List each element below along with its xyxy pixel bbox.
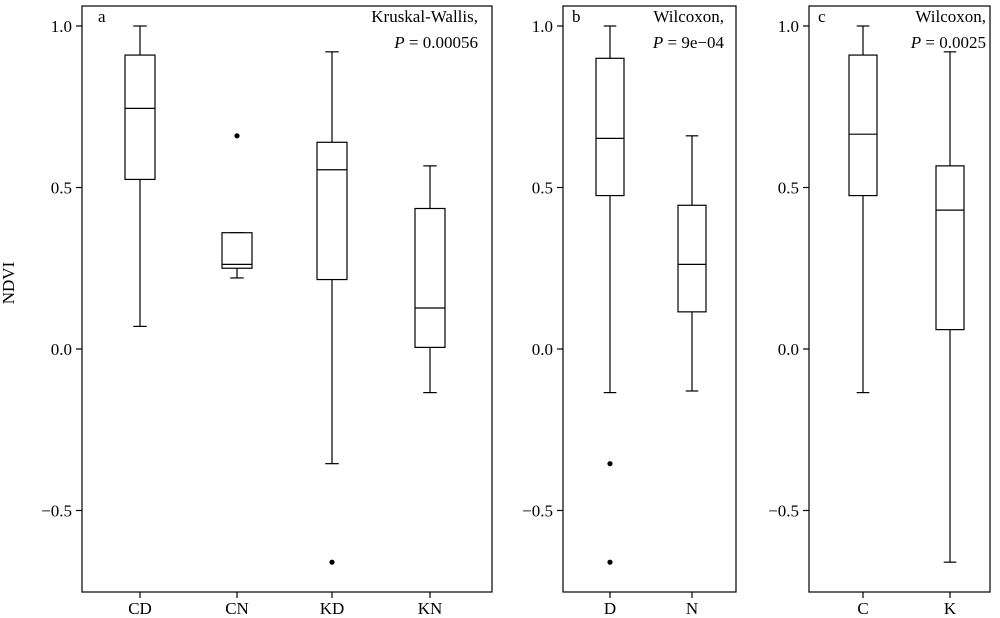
box-KD bbox=[316, 51, 348, 565]
category-label: D bbox=[604, 599, 616, 618]
y-tick-label: 1.0 bbox=[532, 17, 553, 36]
category-label: N bbox=[686, 599, 698, 618]
category-label: K bbox=[944, 599, 957, 618]
iqr-box bbox=[677, 204, 707, 313]
box-CN bbox=[221, 133, 253, 279]
test-name-label: Wilcoxon, bbox=[653, 7, 724, 26]
y-axis-label: NDVI bbox=[0, 261, 18, 304]
category-label: KN bbox=[418, 599, 443, 618]
box-C bbox=[848, 25, 878, 394]
category-label: KD bbox=[320, 599, 345, 618]
iqr-box bbox=[935, 165, 965, 331]
category-label: CD bbox=[128, 599, 152, 618]
outlier-point bbox=[607, 559, 613, 565]
iqr-box bbox=[595, 57, 625, 197]
outlier-point bbox=[607, 461, 613, 467]
panels: −0.5 0.0 0.5 1.0 a Kruskal-Wallis, P = 0.00056… bbox=[41, 5, 991, 618]
y-tick-label: 0.5 bbox=[51, 179, 72, 198]
iqr-box bbox=[316, 141, 348, 281]
panel-letter: b bbox=[572, 7, 581, 26]
p-value-label: P = 0.00056 bbox=[393, 33, 478, 52]
iqr-box bbox=[414, 207, 446, 348]
plot-frame bbox=[808, 5, 991, 593]
category-label: C bbox=[857, 599, 868, 618]
y-tick-label: 1.0 bbox=[51, 17, 72, 36]
y-tick-label: −0.5 bbox=[41, 502, 72, 521]
box-D bbox=[595, 25, 625, 565]
test-name-label: Kruskal-Wallis, bbox=[371, 7, 478, 26]
y-tick-label: 0.0 bbox=[778, 340, 799, 359]
p-value-label: P = 0.0025 bbox=[910, 33, 986, 52]
box-CD bbox=[124, 25, 156, 327]
y-tick-label: 0.5 bbox=[778, 179, 799, 198]
y-tick-label: 0.0 bbox=[532, 340, 553, 359]
plot-frame bbox=[81, 5, 493, 593]
y-tick-label: 0.5 bbox=[532, 179, 553, 198]
iqr-box bbox=[221, 232, 253, 269]
box-KN bbox=[414, 165, 446, 394]
y-tick-label: −0.5 bbox=[768, 502, 799, 521]
y-tick-label: −0.5 bbox=[522, 502, 553, 521]
outlier-point bbox=[234, 133, 240, 139]
p-value-label: P = 9e−04 bbox=[652, 33, 725, 52]
box-K bbox=[935, 51, 965, 563]
box-N bbox=[677, 135, 707, 392]
test-name-label: Wilcoxon, bbox=[915, 7, 986, 26]
plot-frame bbox=[562, 5, 737, 593]
outlier-point bbox=[329, 559, 335, 565]
iqr-box bbox=[848, 54, 878, 197]
panel-letter: c bbox=[818, 7, 826, 26]
panel-b: −0.5 0.0 0.5 1.0 b Wilcoxon, P = 9e−04 D N bbox=[522, 5, 737, 618]
y-tick-label: 1.0 bbox=[778, 17, 799, 36]
y-tick-label: 0.0 bbox=[51, 340, 72, 359]
panel-letter: a bbox=[98, 7, 106, 26]
panel-c: −0.5 0.0 0.5 1.0 c Wilcoxon, P = 0.0025 C K bbox=[768, 5, 991, 618]
category-label: CN bbox=[225, 599, 249, 618]
panel-a: −0.5 0.0 0.5 1.0 a Kruskal-Wallis, P = 0.00056… bbox=[41, 5, 493, 618]
iqr-box bbox=[124, 54, 156, 181]
